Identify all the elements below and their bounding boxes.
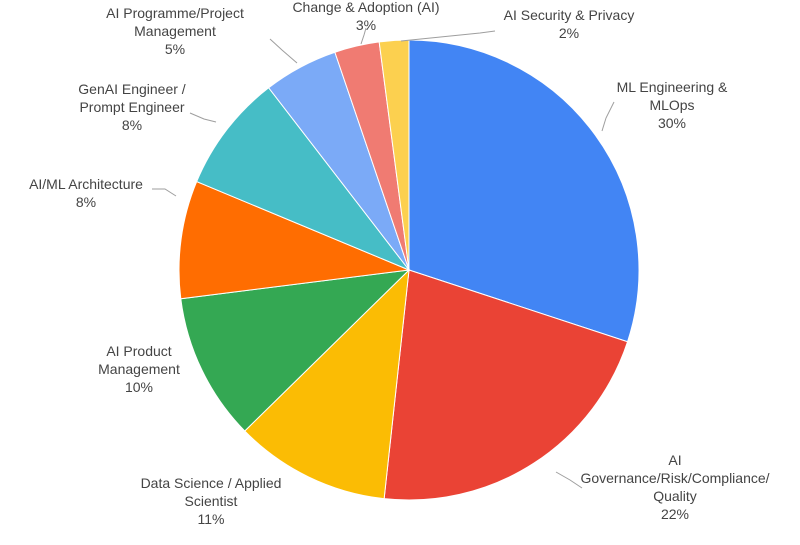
slice-percent: 8%	[76, 194, 96, 210]
pie-slice-1[interactable]	[408, 39, 640, 343]
leader-line-8	[360, 27, 367, 45]
slices-layer	[178, 39, 640, 501]
slice-percent: 2%	[559, 25, 579, 41]
slice-label-line: AI/ML Architecture	[29, 176, 143, 192]
slice-label-line: Change & Adoption (AI)	[292, 0, 439, 15]
slice-label-line: Governance/Risk/Compliance/	[580, 470, 769, 486]
slice-label-line: Management	[98, 361, 180, 377]
slice-label-3: Data Science / Applied Scientist 11%	[141, 475, 282, 527]
slice-label-line: AI	[668, 452, 681, 468]
slice-label-6: GenAI Engineer / Prompt Engineer 8%	[78, 81, 186, 133]
slice-percent: 11%	[198, 511, 225, 527]
leader-line-6	[189, 112, 217, 123]
slice-label-4: AI Product Management 10%	[98, 343, 180, 395]
slice-label-line: AI Product	[106, 343, 171, 359]
slice-label-line: ML Engineering &	[617, 79, 728, 95]
slice-percent: 22%	[661, 506, 689, 522]
pie-slice-2[interactable]	[383, 269, 629, 501]
slice-label-1: ML Engineering & MLOps 30%	[617, 79, 728, 131]
slice-label-2: AI Governance/Risk/Compliance/Quality 22%	[580, 452, 769, 522]
pie-slice-5[interactable]	[178, 180, 411, 300]
leader-line-1	[601, 101, 615, 132]
leader-line-7	[269, 38, 298, 64]
leader-lines-layer	[152, 27, 615, 489]
leader-line-9	[400, 30, 496, 42]
slice-percent: 10%	[125, 379, 153, 395]
slice-label-5: AI/ML Architecture 8%	[29, 176, 143, 210]
slice-label-line: Scientist	[185, 493, 238, 509]
slice-label-line: Prompt Engineer	[79, 99, 184, 115]
pie-slice-4[interactable]	[180, 269, 411, 432]
slice-percent: 30%	[658, 115, 686, 131]
slice-label-8: Change & Adoption (AI) 3%	[292, 0, 439, 33]
slice-label-line: GenAI Engineer /	[78, 81, 186, 97]
slice-label-line: Data Science / Applied	[141, 475, 282, 491]
slice-label-9: AI Security & Privacy 2%	[504, 7, 635, 41]
pie-slice-6[interactable]	[196, 87, 411, 272]
slice-label-7: AI Programme/Project Management 5%	[106, 5, 244, 57]
slice-percent: 5%	[165, 41, 185, 57]
slice-label-line: MLOps	[649, 97, 694, 113]
slice-label-line: Quality	[653, 488, 697, 504]
leader-line-5	[152, 188, 177, 197]
pie-slice-3[interactable]	[244, 268, 410, 500]
slice-label-line: AI Security & Privacy	[504, 7, 635, 23]
slice-label-line: AI Programme/Project	[106, 5, 244, 21]
labels-layer: ML Engineering & MLOps 30% AI Governance/Ris…	[29, 0, 770, 527]
slice-percent: 3%	[356, 17, 376, 33]
slice-percent: 8%	[122, 117, 142, 133]
slice-label-line: Management	[134, 23, 216, 39]
leader-line-2	[555, 471, 583, 489]
